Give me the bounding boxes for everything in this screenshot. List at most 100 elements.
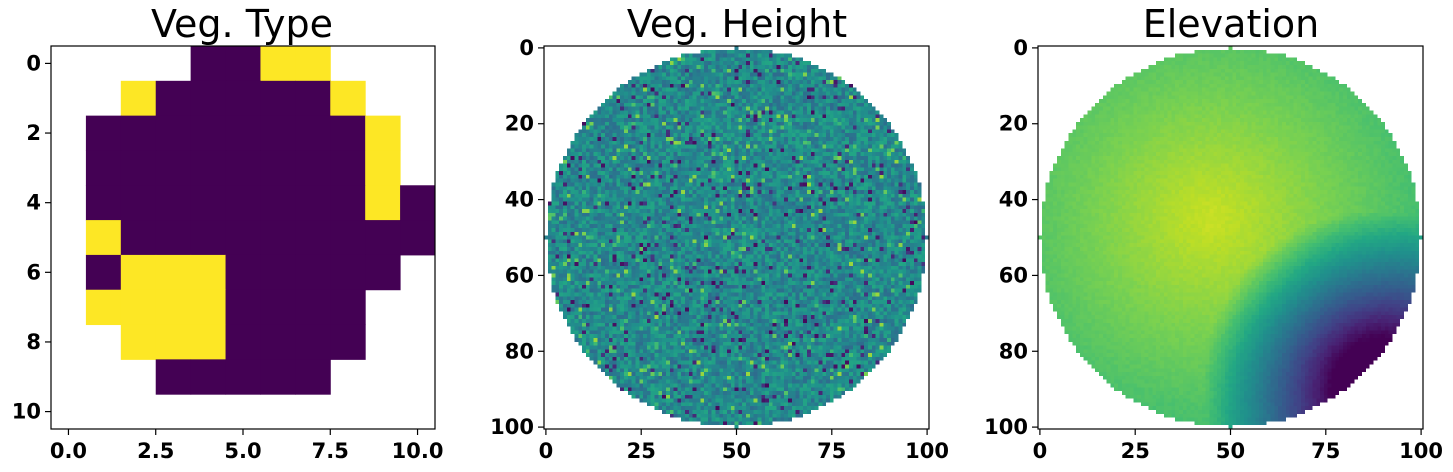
heatmap-cell bbox=[225, 254, 261, 291]
veg-height-title: Veg. Height bbox=[627, 2, 847, 46]
heatmap-image bbox=[544, 46, 929, 429]
x-tick-label: 50 bbox=[722, 439, 751, 463]
x-tick-label: 25 bbox=[1121, 439, 1150, 463]
heatmap-cell bbox=[155, 185, 192, 221]
heatmap-cell bbox=[295, 220, 331, 256]
x-tick-label: 25 bbox=[627, 439, 656, 463]
heatmap-cell bbox=[190, 185, 227, 221]
heatmap-cell bbox=[155, 254, 192, 291]
heatmap-cell bbox=[225, 220, 261, 256]
heatmap-cell bbox=[330, 220, 366, 256]
heatmap-cell bbox=[225, 80, 261, 117]
heatmap-cell bbox=[155, 289, 192, 326]
heatmap-cell bbox=[120, 185, 157, 221]
y-tick-label: 0 bbox=[519, 36, 534, 60]
heatmap-cell bbox=[120, 80, 157, 117]
elevation-title: Elevation bbox=[1143, 2, 1320, 46]
heatmap-cell bbox=[155, 115, 192, 151]
heatmap-cell bbox=[155, 150, 192, 186]
heatmap-cell bbox=[295, 46, 331, 82]
heatmap-cell bbox=[330, 185, 366, 221]
heatmap-cell bbox=[155, 324, 192, 360]
y-tick-label: 100 bbox=[490, 415, 534, 439]
heatmap-cell bbox=[330, 115, 366, 151]
heatmap-cell bbox=[155, 359, 192, 395]
heatmap-cell bbox=[365, 254, 401, 291]
heatmap-cell bbox=[295, 115, 331, 151]
heatmap-cell bbox=[260, 185, 296, 221]
heatmap-cell bbox=[295, 324, 331, 360]
heatmap-cell bbox=[85, 185, 122, 221]
heatmap-cell bbox=[260, 220, 296, 256]
heatmap-cell bbox=[330, 289, 366, 326]
heatmap-cell bbox=[225, 359, 261, 395]
heatmap-cell bbox=[365, 185, 401, 221]
elevation-y-axis: 0 20 40 60 80 100 bbox=[984, 36, 1038, 439]
heatmap-cell bbox=[330, 254, 366, 291]
x-tick-label: 7.5 bbox=[312, 439, 349, 463]
veg-height-x-axis: 0 25 50 75 100 bbox=[539, 429, 949, 463]
x-tick-label: 100 bbox=[905, 439, 949, 463]
veg-type-title: Veg. Type bbox=[151, 2, 333, 46]
heatmap-cell bbox=[190, 254, 227, 291]
x-tick-label: 50 bbox=[1216, 439, 1245, 463]
x-tick-label: 0 bbox=[1033, 439, 1048, 463]
y-tick-label: 80 bbox=[999, 339, 1028, 363]
heatmap-cell bbox=[85, 220, 122, 256]
veg-type-y-axis: 0 2 4 6 8 10 bbox=[12, 51, 51, 424]
heatmap-cell bbox=[295, 254, 331, 291]
heatmap-cell bbox=[155, 80, 192, 117]
heatmap-cell bbox=[190, 150, 227, 186]
elevation-x-axis: 0 25 50 75 100 bbox=[1033, 429, 1443, 463]
heatmap-cell bbox=[190, 80, 227, 117]
heatmap-cell bbox=[190, 324, 227, 360]
y-tick-label: 10 bbox=[12, 400, 41, 424]
x-tick-label: 75 bbox=[817, 439, 846, 463]
heatmap-cell bbox=[120, 220, 157, 256]
panel-elevation: Elevation 0 25 50 75 100 0 20 40 60 80 100 bbox=[984, 2, 1443, 463]
veg-height-heatmap bbox=[544, 46, 929, 429]
heatmap-cell bbox=[260, 324, 296, 360]
heatmap-cell bbox=[85, 115, 122, 151]
y-tick-label: 80 bbox=[505, 339, 534, 363]
heatmap-cell bbox=[365, 115, 401, 151]
y-tick-label: 8 bbox=[26, 330, 41, 354]
heatmap-cell bbox=[295, 80, 331, 117]
y-tick-label: 2 bbox=[26, 121, 41, 145]
panel-veg-height: Veg. Height 0 25 50 75 100 0 20 40 60 80 100 bbox=[490, 2, 949, 463]
heatmap-cell bbox=[260, 254, 296, 291]
veg-type-heatmap bbox=[85, 46, 436, 395]
heatmap-cell bbox=[85, 254, 122, 291]
heatmap-image bbox=[1038, 46, 1423, 429]
heatmap-cell bbox=[295, 359, 331, 395]
heatmap-cell bbox=[85, 150, 122, 186]
heatmap-cell bbox=[260, 289, 296, 326]
heatmap-cell bbox=[225, 185, 261, 221]
heatmap-cell bbox=[225, 150, 261, 186]
y-tick-label: 60 bbox=[999, 263, 1028, 287]
heatmap-cell bbox=[295, 185, 331, 221]
x-tick-label: 75 bbox=[1311, 439, 1340, 463]
y-tick-label: 60 bbox=[505, 263, 534, 287]
y-tick-label: 4 bbox=[26, 191, 41, 215]
veg-height-y-axis: 0 20 40 60 80 100 bbox=[490, 36, 544, 439]
heatmap-cell bbox=[400, 220, 436, 256]
heatmap-cell bbox=[365, 220, 401, 256]
y-tick-label: 100 bbox=[984, 415, 1028, 439]
heatmap-cell bbox=[260, 46, 296, 82]
x-tick-label: 2.5 bbox=[137, 439, 174, 463]
heatmap-cell bbox=[190, 359, 227, 395]
heatmap-cell bbox=[260, 115, 296, 151]
heatmap-cell bbox=[260, 150, 296, 186]
x-tick-label: 5.0 bbox=[224, 439, 261, 463]
heatmap-cell bbox=[260, 359, 296, 395]
heatmap-cell bbox=[225, 115, 261, 151]
x-tick-label: 0 bbox=[539, 439, 554, 463]
heatmap-cell bbox=[330, 324, 366, 360]
heatmap-cell bbox=[295, 150, 331, 186]
veg-type-x-axis: 0.0 2.5 5.0 7.5 10.0 bbox=[50, 429, 443, 463]
heatmap-cell bbox=[260, 80, 296, 117]
y-tick-label: 20 bbox=[999, 112, 1028, 136]
elevation-heatmap bbox=[1038, 46, 1423, 429]
